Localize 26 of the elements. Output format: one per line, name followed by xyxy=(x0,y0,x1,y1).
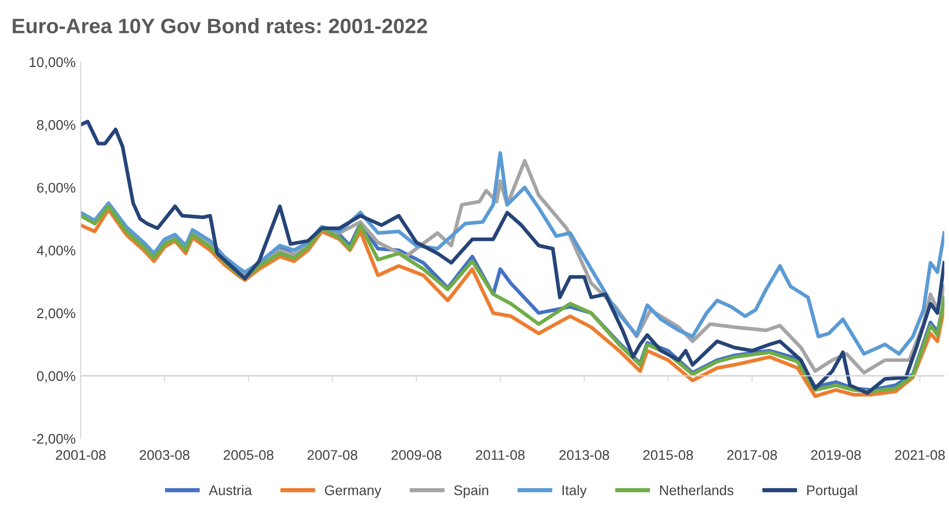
y-tick-label: 2,00% xyxy=(37,308,76,320)
y-tick-label: 4,00% xyxy=(36,246,76,258)
line-series xyxy=(80,120,944,395)
x-tick-label: 2019-08 xyxy=(811,450,861,460)
legend-label: Portugal xyxy=(807,485,857,498)
legend-label: Italy xyxy=(562,485,587,498)
legend-label: Germany xyxy=(324,485,382,498)
x-tick-label: 2007-08 xyxy=(308,450,358,460)
y-tick-label: 10,00% xyxy=(30,57,76,69)
x-tick-label: 2009-08 xyxy=(392,450,442,460)
x-tick-label: 2003-08 xyxy=(140,450,190,460)
legend-label: Austria xyxy=(208,485,252,496)
x-tick-label: 2011-08 xyxy=(476,450,525,460)
legend-label: Spain xyxy=(454,485,488,498)
x-tick-label: 2017-08 xyxy=(727,450,777,460)
y-tick-label: -2,00% xyxy=(32,434,76,446)
legend-label: Netherlands xyxy=(660,485,734,496)
x-tick-label: 2005-08 xyxy=(224,450,274,460)
x-tick-label: 2001-08 xyxy=(56,450,106,460)
y-tick-label: 6,00% xyxy=(37,182,76,194)
x-tick-label: 2021-08 xyxy=(895,450,945,460)
x-tick-label: 2013-08 xyxy=(559,450,610,460)
y-tick-label: 8,00% xyxy=(37,120,76,132)
x-tick-label: 2015-08 xyxy=(643,450,693,460)
y-tick-label: 0,00% xyxy=(36,371,76,383)
chart-title: Euro-Area 10Y Gov Bond rates: 2001-2022 xyxy=(12,18,428,34)
